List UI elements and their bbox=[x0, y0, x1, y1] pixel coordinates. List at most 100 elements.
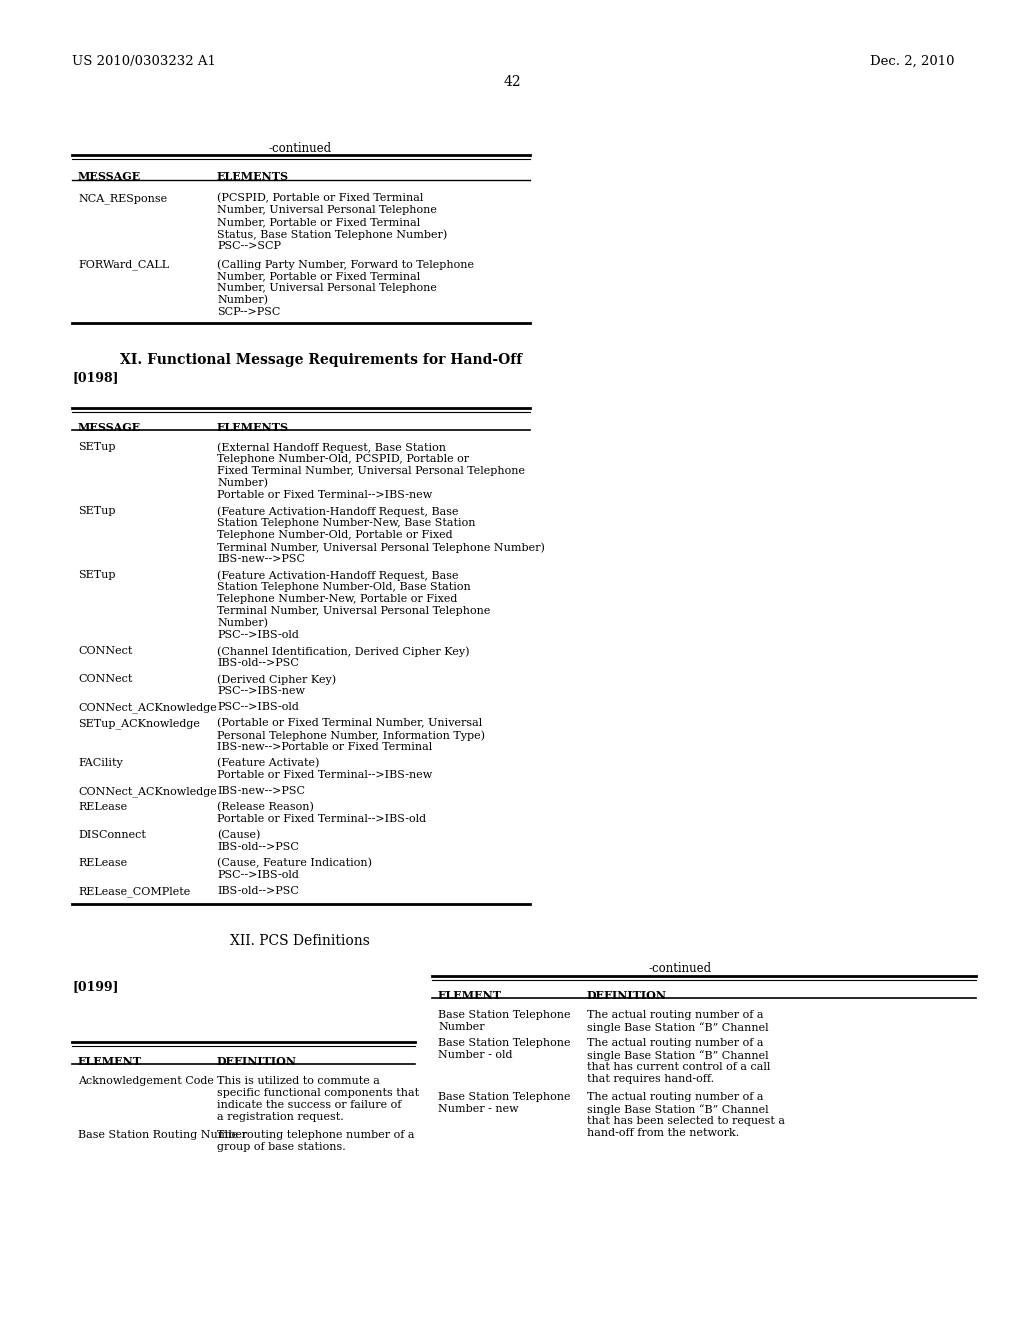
Text: RELease_COMPlete: RELease_COMPlete bbox=[78, 886, 190, 896]
Text: (Feature Activate): (Feature Activate) bbox=[217, 758, 319, 768]
Text: IBS-old-->PSC: IBS-old-->PSC bbox=[217, 842, 299, 851]
Text: Portable or Fixed Terminal-->IBS-new: Portable or Fixed Terminal-->IBS-new bbox=[217, 490, 432, 500]
Text: 42: 42 bbox=[503, 75, 521, 88]
Text: Number, Portable or Fixed Terminal: Number, Portable or Fixed Terminal bbox=[217, 271, 420, 281]
Text: Base Station Routing Number: Base Station Routing Number bbox=[78, 1130, 248, 1140]
Text: Number): Number) bbox=[217, 294, 268, 305]
Text: CONNect_ACKnowledge: CONNect_ACKnowledge bbox=[78, 785, 217, 797]
Text: Base Station Telephone: Base Station Telephone bbox=[438, 1038, 570, 1048]
Text: Base Station Telephone: Base Station Telephone bbox=[438, 1010, 570, 1020]
Text: Number): Number) bbox=[217, 618, 268, 628]
Text: (Channel Identification, Derived Cipher Key): (Channel Identification, Derived Cipher … bbox=[217, 645, 469, 656]
Text: US 2010/0303232 A1: US 2010/0303232 A1 bbox=[72, 55, 216, 69]
Text: PSC-->IBS-old: PSC-->IBS-old bbox=[217, 870, 299, 880]
Text: SETup: SETup bbox=[78, 570, 116, 579]
Text: Number): Number) bbox=[217, 478, 268, 488]
Text: IBS-new-->Portable or Fixed Terminal: IBS-new-->Portable or Fixed Terminal bbox=[217, 742, 432, 752]
Text: Number, Universal Personal Telephone: Number, Universal Personal Telephone bbox=[217, 205, 437, 215]
Text: single Base Station “B” Channel: single Base Station “B” Channel bbox=[587, 1104, 769, 1115]
Text: PSC-->SCP: PSC-->SCP bbox=[217, 242, 281, 251]
Text: -continued: -continued bbox=[268, 143, 332, 154]
Text: specific functional components that: specific functional components that bbox=[217, 1088, 419, 1098]
Text: ELEMENT: ELEMENT bbox=[78, 1056, 142, 1067]
Text: Telephone Number-Old, PCSPID, Portable or: Telephone Number-Old, PCSPID, Portable o… bbox=[217, 454, 469, 465]
Text: RELease: RELease bbox=[78, 803, 127, 812]
Text: DEFINITION: DEFINITION bbox=[587, 990, 667, 1001]
Text: Portable or Fixed Terminal-->IBS-new: Portable or Fixed Terminal-->IBS-new bbox=[217, 770, 432, 780]
Text: Number: Number bbox=[438, 1022, 484, 1032]
Text: SETup: SETup bbox=[78, 442, 116, 451]
Text: (Portable or Fixed Terminal Number, Universal: (Portable or Fixed Terminal Number, Univ… bbox=[217, 718, 482, 729]
Text: (PCSPID, Portable or Fixed Terminal: (PCSPID, Portable or Fixed Terminal bbox=[217, 193, 423, 203]
Text: Number, Universal Personal Telephone: Number, Universal Personal Telephone bbox=[217, 282, 437, 293]
Text: Station Telephone Number-New, Base Station: Station Telephone Number-New, Base Stati… bbox=[217, 517, 475, 528]
Text: The actual routing number of a: The actual routing number of a bbox=[587, 1092, 764, 1102]
Text: (Calling Party Number, Forward to Telephone: (Calling Party Number, Forward to Teleph… bbox=[217, 259, 474, 269]
Text: single Base Station “B” Channel: single Base Station “B” Channel bbox=[587, 1022, 769, 1032]
Text: IBS-new-->PSC: IBS-new-->PSC bbox=[217, 785, 305, 796]
Text: FORWard_CALL: FORWard_CALL bbox=[78, 259, 169, 269]
Text: Station Telephone Number-Old, Base Station: Station Telephone Number-Old, Base Stati… bbox=[217, 582, 471, 591]
Text: Acknowledgement Code: Acknowledgement Code bbox=[78, 1076, 214, 1086]
Text: IBS-old-->PSC: IBS-old-->PSC bbox=[217, 886, 299, 896]
Text: RELease: RELease bbox=[78, 858, 127, 869]
Text: (Feature Activation-Handoff Request, Base: (Feature Activation-Handoff Request, Bas… bbox=[217, 506, 459, 516]
Text: DISConnect: DISConnect bbox=[78, 830, 145, 840]
Text: (Feature Activation-Handoff Request, Base: (Feature Activation-Handoff Request, Bas… bbox=[217, 570, 459, 581]
Text: FACility: FACility bbox=[78, 758, 123, 768]
Text: CONNect_ACKnowledge: CONNect_ACKnowledge bbox=[78, 702, 217, 713]
Text: XII. PCS Definitions: XII. PCS Definitions bbox=[230, 935, 370, 948]
Text: NCA_RESponse: NCA_RESponse bbox=[78, 193, 167, 203]
Text: (Cause): (Cause) bbox=[217, 830, 260, 841]
Text: Base Station Telephone: Base Station Telephone bbox=[438, 1092, 570, 1102]
Text: Portable or Fixed Terminal-->IBS-old: Portable or Fixed Terminal-->IBS-old bbox=[217, 814, 426, 824]
Text: CONNect: CONNect bbox=[78, 645, 132, 656]
Text: Number, Portable or Fixed Terminal: Number, Portable or Fixed Terminal bbox=[217, 216, 420, 227]
Text: DEFINITION: DEFINITION bbox=[217, 1056, 297, 1067]
Text: that requires hand-off.: that requires hand-off. bbox=[587, 1074, 714, 1084]
Text: Terminal Number, Universal Personal Telephone: Terminal Number, Universal Personal Tele… bbox=[217, 606, 490, 616]
Text: Terminal Number, Universal Personal Telephone Number): Terminal Number, Universal Personal Tele… bbox=[217, 543, 545, 553]
Text: The routing telephone number of a: The routing telephone number of a bbox=[217, 1130, 415, 1140]
Text: [0198]: [0198] bbox=[72, 371, 119, 384]
Text: single Base Station “B” Channel: single Base Station “B” Channel bbox=[587, 1049, 769, 1061]
Text: CONNect: CONNect bbox=[78, 675, 132, 684]
Text: Dec. 2, 2010: Dec. 2, 2010 bbox=[870, 55, 955, 69]
Text: (Derived Cipher Key): (Derived Cipher Key) bbox=[217, 675, 336, 685]
Text: PSC-->IBS-old: PSC-->IBS-old bbox=[217, 702, 299, 711]
Text: that has current control of a call: that has current control of a call bbox=[587, 1063, 770, 1072]
Text: XI. Functional Message Requirements for Hand-Off: XI. Functional Message Requirements for … bbox=[120, 352, 522, 367]
Text: Telephone Number-New, Portable or Fixed: Telephone Number-New, Portable or Fixed bbox=[217, 594, 458, 605]
Text: MESSAGE: MESSAGE bbox=[78, 422, 141, 433]
Text: IBS-old-->PSC: IBS-old-->PSC bbox=[217, 657, 299, 668]
Text: indicate the success or failure of: indicate the success or failure of bbox=[217, 1100, 401, 1110]
Text: Personal Telephone Number, Information Type): Personal Telephone Number, Information T… bbox=[217, 730, 485, 741]
Text: Number - old: Number - old bbox=[438, 1049, 512, 1060]
Text: Status, Base Station Telephone Number): Status, Base Station Telephone Number) bbox=[217, 228, 447, 239]
Text: ELEMENT: ELEMENT bbox=[438, 990, 502, 1001]
Text: This is utilized to commute a: This is utilized to commute a bbox=[217, 1076, 380, 1086]
Text: The actual routing number of a: The actual routing number of a bbox=[587, 1010, 764, 1020]
Text: SETup: SETup bbox=[78, 506, 116, 516]
Text: (Cause, Feature Indication): (Cause, Feature Indication) bbox=[217, 858, 372, 869]
Text: hand-off from the network.: hand-off from the network. bbox=[587, 1129, 739, 1138]
Text: (Release Reason): (Release Reason) bbox=[217, 803, 314, 812]
Text: ELEMENTS: ELEMENTS bbox=[217, 422, 289, 433]
Text: SCP-->PSC: SCP-->PSC bbox=[217, 308, 281, 317]
Text: ELEMENTS: ELEMENTS bbox=[217, 172, 289, 182]
Text: PSC-->IBS-old: PSC-->IBS-old bbox=[217, 630, 299, 640]
Text: group of base stations.: group of base stations. bbox=[217, 1142, 346, 1152]
Text: SETup_ACKnowledge: SETup_ACKnowledge bbox=[78, 718, 200, 729]
Text: -continued: -continued bbox=[648, 962, 712, 975]
Text: [0199]: [0199] bbox=[72, 979, 119, 993]
Text: PSC-->IBS-new: PSC-->IBS-new bbox=[217, 686, 305, 696]
Text: Number - new: Number - new bbox=[438, 1104, 518, 1114]
Text: IBS-new-->PSC: IBS-new-->PSC bbox=[217, 554, 305, 564]
Text: MESSAGE: MESSAGE bbox=[78, 172, 141, 182]
Text: a registration request.: a registration request. bbox=[217, 1111, 344, 1122]
Text: Fixed Terminal Number, Universal Personal Telephone: Fixed Terminal Number, Universal Persona… bbox=[217, 466, 525, 477]
Text: The actual routing number of a: The actual routing number of a bbox=[587, 1038, 764, 1048]
Text: Telephone Number-Old, Portable or Fixed: Telephone Number-Old, Portable or Fixed bbox=[217, 531, 453, 540]
Text: (External Handoff Request, Base Station: (External Handoff Request, Base Station bbox=[217, 442, 446, 453]
Text: that has been selected to request a: that has been selected to request a bbox=[587, 1115, 785, 1126]
